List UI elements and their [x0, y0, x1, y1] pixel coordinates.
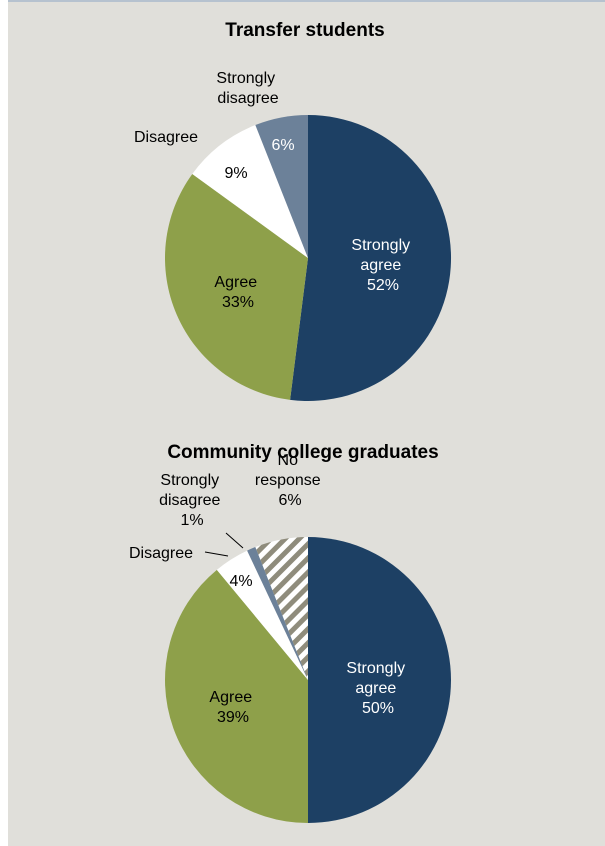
- label-transfer-strongly-disagree-category: Strongly disagree: [216, 70, 279, 107]
- pie-transfer-students: [165, 114, 452, 401]
- leader-cc-disagree: [204, 551, 229, 557]
- pie-slice-agree: [165, 173, 308, 400]
- chart-title-transfer: Transfer students: [225, 20, 384, 41]
- pie-community-college-graduates: [165, 536, 451, 823]
- pie-slice-strongly-agree: [290, 114, 452, 401]
- pie-slice-no-response: [255, 536, 308, 680]
- label-cc-disagree-category: Disagree: [129, 545, 193, 562]
- pie-slice-disagree: [192, 125, 308, 258]
- label-cc-strongly-disagree: Strongly disagree 1%: [159, 472, 225, 529]
- label-transfer-disagree-value: 9%: [224, 165, 247, 182]
- pie-slice-disagree: [216, 550, 308, 680]
- label-transfer-disagree-category: Disagree: [134, 129, 198, 146]
- label-cc-strongly-agree: Strongly agree 50%: [346, 660, 409, 717]
- label-transfer-strongly-agree: Strongly agree 52%: [351, 237, 414, 294]
- pie-slice-strongly-agree: [308, 537, 451, 823]
- pie-slice-strongly-disagree: [247, 547, 308, 680]
- label-transfer-agree: Agree 33%: [214, 274, 261, 311]
- chart-title-community: Community college graduates: [167, 442, 438, 463]
- label-cc-agree: Agree 39%: [209, 689, 256, 726]
- pie-slice-strongly-disagree: [255, 115, 308, 258]
- label-cc-disagree-value: 4%: [229, 573, 252, 590]
- label-cc-no-response: No response 6%: [255, 452, 325, 509]
- label-transfer-strongly-disagree-value: 6%: [271, 137, 294, 154]
- pie-slice-agree: [165, 569, 308, 823]
- leader-cc-strongly-disagree: [225, 532, 244, 549]
